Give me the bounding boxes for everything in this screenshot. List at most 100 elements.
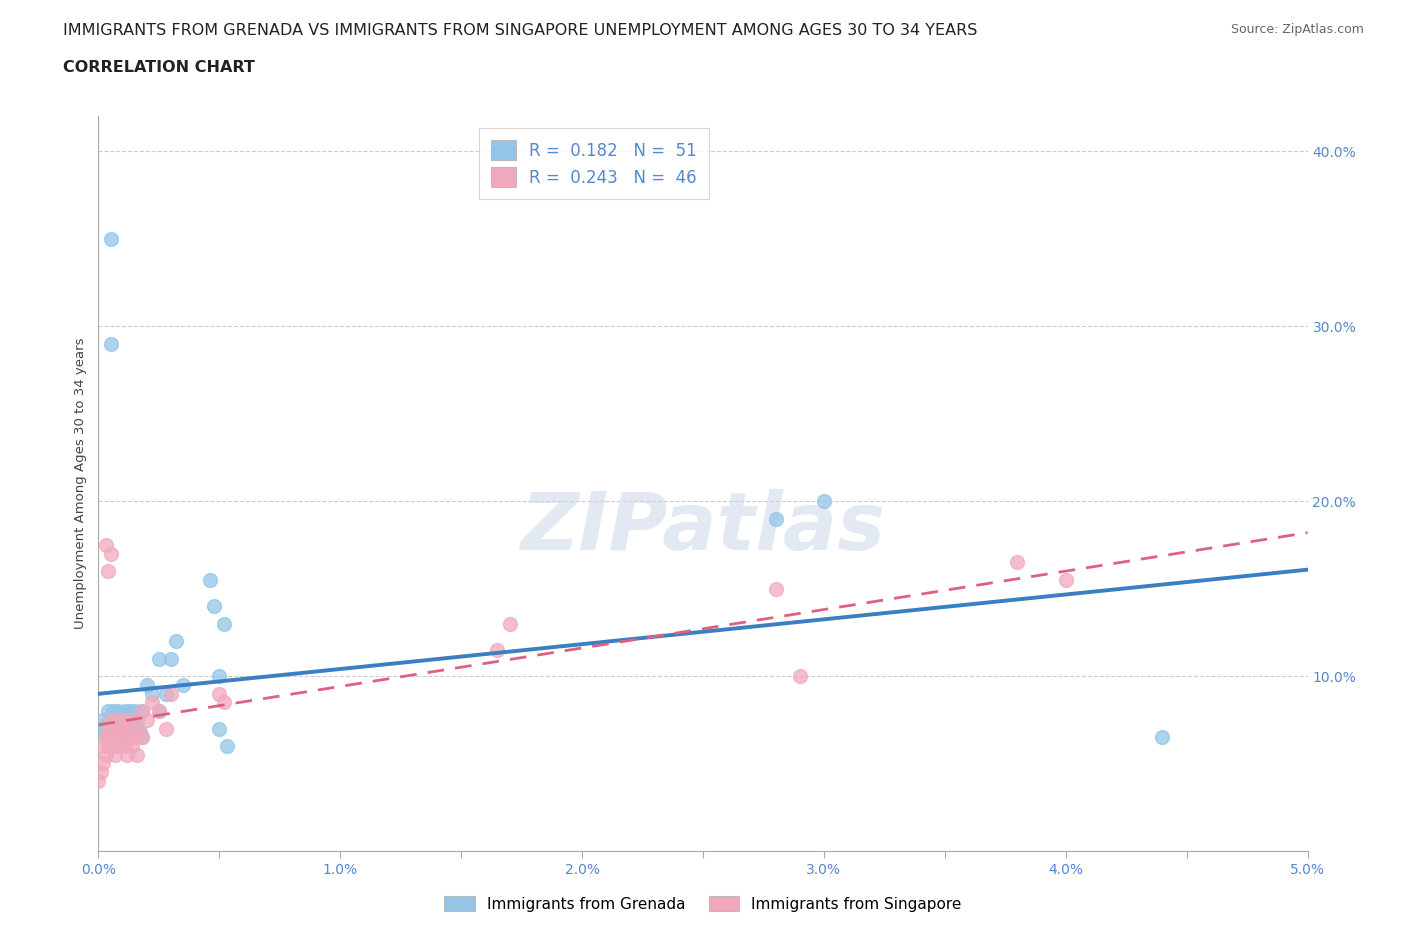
Point (87, 774, 110, 789)
Point (97, 738, 120, 753)
Point (215, 738, 238, 753)
Point (155, 686, 177, 701)
Point (148, 704, 170, 719)
Point (91, 738, 114, 753)
Point (789, 669, 811, 684)
Point (124, 721, 146, 736)
Point (104, 712, 127, 727)
Point (118, 704, 141, 719)
Point (204, 599, 226, 614)
Point (100, 721, 122, 736)
Point (111, 730, 134, 745)
Point (117, 748, 139, 763)
Point (212, 695, 235, 710)
Point (104, 748, 127, 763)
Point (165, 633, 187, 648)
Point (124, 704, 146, 719)
Point (101, 730, 124, 745)
Point (198, 572, 221, 587)
Point (94, 724, 117, 739)
Point (97, 704, 120, 719)
Point (498, 616, 520, 631)
Point (107, 738, 129, 753)
Point (101, 721, 124, 736)
Point (94, 718, 117, 733)
Point (160, 686, 183, 701)
Point (97, 721, 120, 736)
Point (160, 651, 183, 666)
Point (117, 724, 139, 739)
Point (121, 712, 143, 727)
Point (108, 721, 131, 736)
Point (486, 643, 509, 658)
Point (114, 704, 136, 719)
Point (1054, 572, 1077, 587)
Point (100, 712, 122, 727)
Point (117, 712, 139, 727)
Point (107, 712, 129, 727)
Point (813, 494, 835, 509)
Point (100, 712, 122, 727)
Point (97, 564, 120, 578)
Point (172, 677, 194, 692)
Point (100, 337, 122, 352)
Point (100, 730, 122, 745)
Legend: Immigrants from Grenada, Immigrants from Singapore: Immigrants from Grenada, Immigrants from… (439, 889, 967, 918)
Point (135, 677, 157, 692)
Point (111, 730, 134, 745)
Point (141, 695, 163, 710)
Point (100, 546, 122, 561)
Point (121, 712, 143, 727)
Point (91, 712, 114, 727)
Point (117, 721, 139, 736)
Point (101, 738, 124, 753)
Point (111, 712, 134, 727)
Text: CORRELATION CHART: CORRELATION CHART (63, 60, 254, 75)
Point (127, 721, 149, 736)
Point (135, 712, 157, 727)
Point (765, 512, 787, 526)
Point (131, 704, 153, 719)
Point (131, 730, 153, 745)
Point (212, 616, 235, 631)
Point (108, 718, 131, 733)
Point (208, 669, 231, 684)
Point (104, 724, 127, 739)
Point (94, 538, 117, 552)
Point (208, 721, 231, 736)
Point (148, 704, 170, 719)
Point (107, 704, 129, 719)
Point (765, 581, 787, 596)
Point (107, 730, 129, 745)
Point (101, 704, 124, 719)
Point (155, 721, 177, 736)
Point (97, 730, 120, 745)
Point (131, 730, 153, 745)
Point (208, 686, 231, 701)
Point (94, 730, 117, 745)
Text: ZIPatlas: ZIPatlas (520, 488, 886, 566)
Point (127, 748, 149, 763)
Point (128, 724, 150, 739)
Point (1152, 730, 1174, 745)
Point (148, 651, 170, 666)
Point (108, 724, 131, 739)
Legend: R =  0.182   N =  51, R =  0.243   N =  46: R = 0.182 N = 51, R = 0.243 N = 46 (479, 128, 709, 199)
Point (121, 738, 143, 753)
Y-axis label: Unemployment Among Ages 30 to 34 years: Unemployment Among Ages 30 to 34 years (75, 338, 87, 630)
Point (124, 730, 146, 745)
Point (118, 730, 141, 745)
Point (118, 730, 141, 745)
Point (127, 712, 149, 727)
Point (90, 764, 112, 779)
Point (104, 730, 127, 745)
Point (100, 738, 122, 753)
Point (87, 721, 110, 736)
Point (100, 232, 122, 246)
Point (1007, 555, 1029, 570)
Point (111, 707, 134, 722)
Point (91, 756, 114, 771)
Text: Source: ZipAtlas.com: Source: ZipAtlas.com (1230, 23, 1364, 36)
Point (114, 738, 136, 753)
Point (131, 704, 153, 719)
